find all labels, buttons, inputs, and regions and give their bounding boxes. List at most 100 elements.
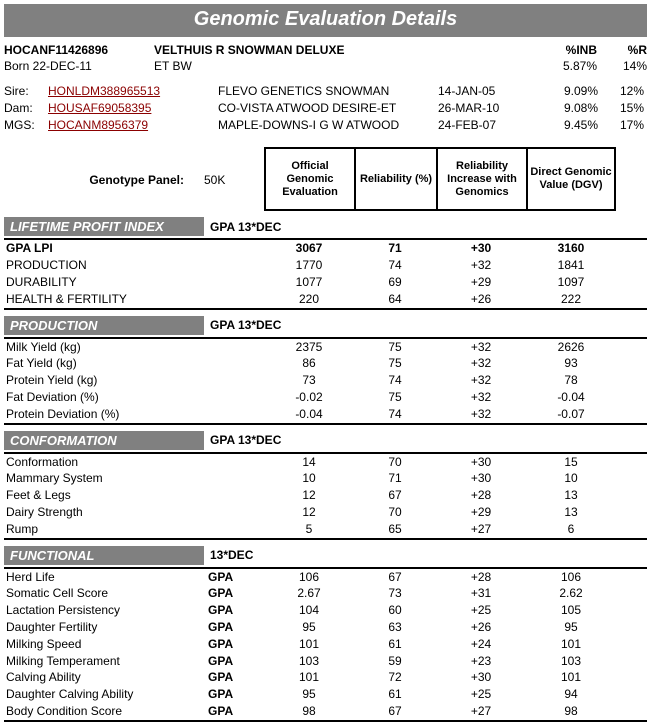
row-basis (208, 274, 264, 291)
page-title: Genomic Evaluation Details (4, 4, 647, 37)
row-basis (208, 291, 264, 308)
table-row: Milk Yield (kg)237575+322626 (4, 339, 647, 356)
row-basis (208, 487, 264, 504)
row-dgv: 103 (526, 653, 616, 670)
row-dgv: 2.62 (526, 585, 616, 602)
row-increase: +32 (436, 406, 526, 423)
row-reliability: 71 (354, 240, 436, 257)
row-increase: +30 (436, 669, 526, 686)
row-dgv: 1841 (526, 257, 616, 274)
row-dgv: 15 (526, 454, 616, 471)
row-reliability: 67 (354, 487, 436, 504)
row-increase: +28 (436, 569, 526, 586)
animal-inb: 5.87% (537, 59, 597, 73)
section-basis: GPA 13*DEC (204, 433, 281, 447)
row-label: Feet & Legs (4, 487, 208, 504)
row-dgv: 93 (526, 355, 616, 372)
row-dgv: 2626 (526, 339, 616, 356)
sections-block: LIFETIME PROFIT INDEXGPA 13*DECGPA LPI30… (4, 217, 647, 721)
lineage-id-link[interactable]: HOCANM8956379 (48, 118, 148, 132)
lineage-id-link[interactable]: HONLDM388965513 (48, 84, 160, 98)
section-bar: PRODUCTIONGPA 13*DEC (4, 316, 647, 335)
table-row: Protein Deviation (%)-0.0474+32-0.07 (4, 406, 647, 423)
table-row: PRODUCTION177074+321841 (4, 257, 647, 274)
row-increase: +25 (436, 686, 526, 703)
lineage-date: 24-FEB-07 (438, 117, 538, 134)
row-increase: +32 (436, 257, 526, 274)
born-label: Born 22-DEC-11 (4, 59, 154, 73)
row-reliability: 59 (354, 653, 436, 670)
row-dgv: 3160 (526, 240, 616, 257)
genotype-label: Genotype Panel: (4, 173, 204, 211)
row-dgv: 95 (526, 619, 616, 636)
col-header-official: Official Genomic Evaluation (264, 147, 354, 211)
table-row: Herd LifeGPA10667+28106 (4, 569, 647, 586)
animal-r: 14% (597, 59, 647, 73)
row-dgv: 78 (526, 372, 616, 389)
row-label: GPA LPI (4, 240, 208, 257)
row-increase: +25 (436, 602, 526, 619)
lineage-r: 15% (598, 100, 644, 117)
row-increase: +29 (436, 274, 526, 291)
data-table: Milk Yield (kg)237575+322626Fat Yield (k… (4, 337, 647, 425)
row-dgv: -0.07 (526, 406, 616, 423)
table-row: Conformation1470+3015 (4, 454, 647, 471)
row-label: Mammary System (4, 470, 208, 487)
row-reliability: 74 (354, 406, 436, 423)
row-increase: +28 (436, 487, 526, 504)
data-table: Conformation1470+3015Mammary System1071+… (4, 452, 647, 540)
table-row: Calving AbilityGPA10172+30101 (4, 669, 647, 686)
row-increase: +32 (436, 372, 526, 389)
row-official: 86 (264, 355, 354, 372)
row-dgv: 13 (526, 487, 616, 504)
lineage-r: 17% (598, 117, 644, 134)
section-name: LIFETIME PROFIT INDEX (4, 217, 204, 236)
lineage-id-link[interactable]: HOUSAF69058395 (48, 101, 151, 115)
row-dgv: 94 (526, 686, 616, 703)
lineage-role: Sire: (4, 83, 48, 100)
row-basis: GPA (208, 686, 264, 703)
row-reliability: 61 (354, 686, 436, 703)
column-headers: Official Genomic Evaluation Reliability … (264, 147, 647, 211)
row-basis: GPA (208, 569, 264, 586)
row-basis (208, 504, 264, 521)
row-official: 220 (264, 291, 354, 308)
row-label: Herd Life (4, 569, 208, 586)
row-official: 12 (264, 504, 354, 521)
row-increase: +29 (436, 504, 526, 521)
row-basis: GPA (208, 602, 264, 619)
row-increase: +32 (436, 389, 526, 406)
row-basis (208, 389, 264, 406)
row-official: 73 (264, 372, 354, 389)
lineage-name: FLEVO GENETICS SNOWMAN (218, 83, 438, 100)
section-bar: LIFETIME PROFIT INDEXGPA 13*DEC (4, 217, 647, 236)
col-header-reliability: Reliability (%) (354, 147, 436, 211)
row-official: 95 (264, 619, 354, 636)
table-row: Feet & Legs1267+2813 (4, 487, 647, 504)
row-dgv: 1097 (526, 274, 616, 291)
section-bar: CONFORMATIONGPA 13*DEC (4, 431, 647, 450)
section-name: FUNCTIONAL (4, 546, 204, 565)
row-increase: +30 (436, 240, 526, 257)
row-official: 95 (264, 686, 354, 703)
row-basis (208, 521, 264, 538)
row-reliability: 70 (354, 454, 436, 471)
table-row: Milking SpeedGPA10161+24101 (4, 636, 647, 653)
table-row: Somatic Cell ScoreGPA2.6773+312.62 (4, 585, 647, 602)
row-reliability: 74 (354, 372, 436, 389)
row-label: Rump (4, 521, 208, 538)
row-official: 2.67 (264, 585, 354, 602)
table-row: Protein Yield (kg)7374+3278 (4, 372, 647, 389)
row-label: Lactation Persistency (4, 602, 208, 619)
animal-name: VELTHUIS R SNOWMAN DELUXE (154, 43, 537, 57)
row-label: Calving Ability (4, 669, 208, 686)
table-row: GPA LPI306771+303160 (4, 240, 647, 257)
row-reliability: 71 (354, 470, 436, 487)
row-official: 5 (264, 521, 354, 538)
row-basis: GPA (208, 636, 264, 653)
section-basis: 13*DEC (204, 548, 253, 562)
row-dgv: 222 (526, 291, 616, 308)
row-dgv: 101 (526, 636, 616, 653)
row-increase: +32 (436, 339, 526, 356)
row-basis: GPA (208, 619, 264, 636)
